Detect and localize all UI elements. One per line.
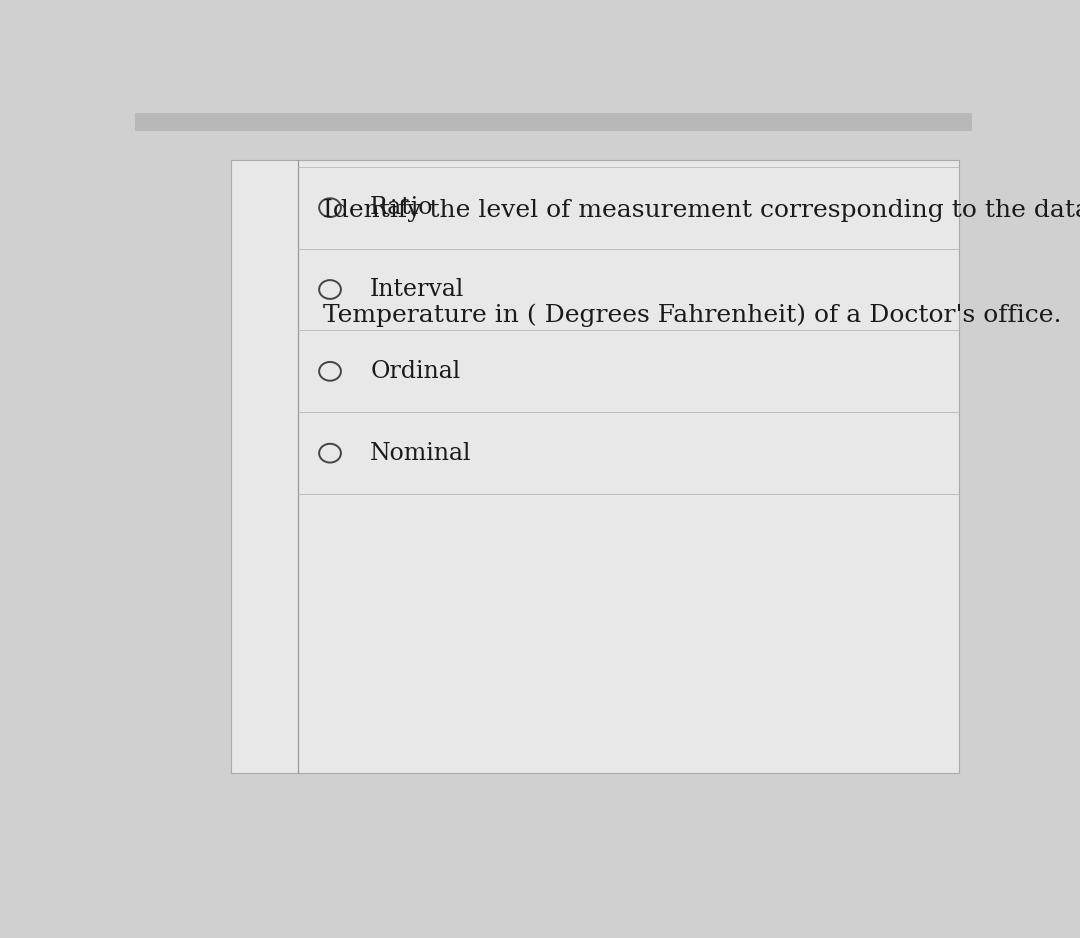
Text: Identify the level of measurement corresponding to the data.: Identify the level of measurement corres… <box>323 199 1080 222</box>
Text: Temperature in ( Degrees Fahrenheit) of a Doctor's office.: Temperature in ( Degrees Fahrenheit) of … <box>323 304 1062 327</box>
Text: Ordinal: Ordinal <box>370 360 460 383</box>
Text: Nominal: Nominal <box>370 442 472 464</box>
Bar <box>231 159 959 774</box>
Bar <box>135 113 972 130</box>
Text: Ratio: Ratio <box>370 196 433 219</box>
Text: Interval: Interval <box>370 278 464 301</box>
